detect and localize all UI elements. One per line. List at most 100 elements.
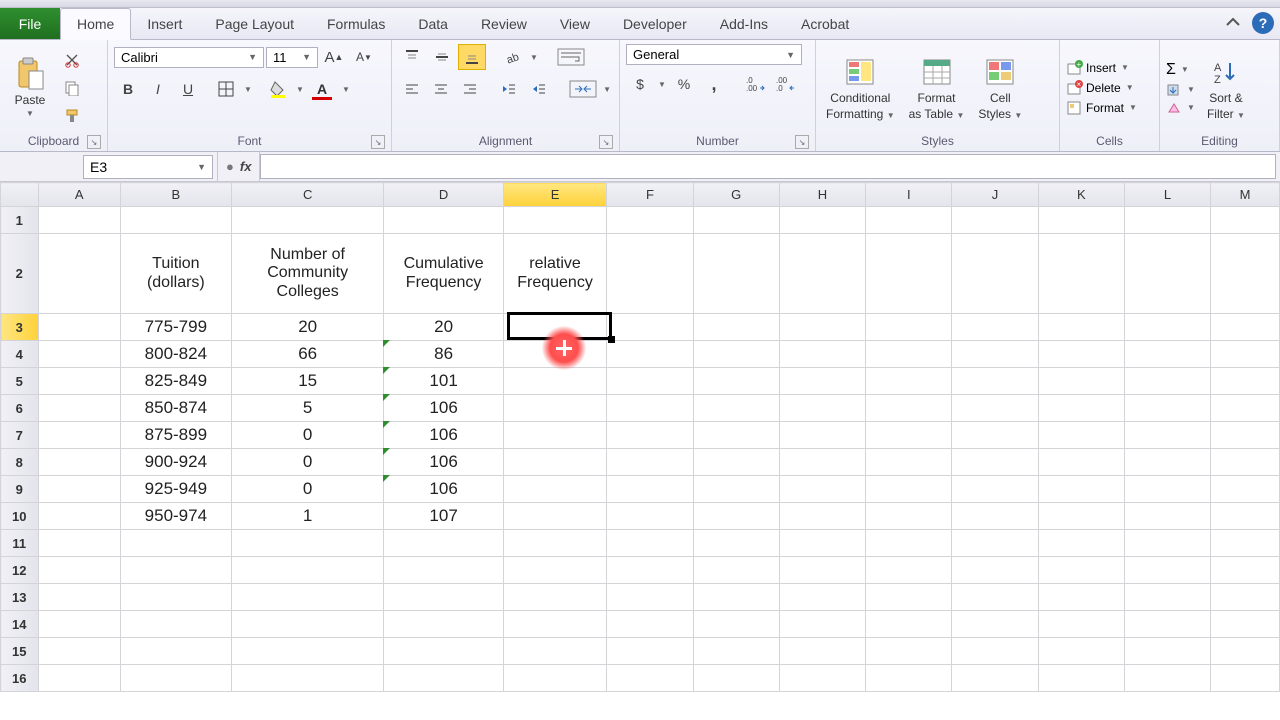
- number-format-dropdown[interactable]: General▼: [626, 44, 802, 65]
- cell-A7[interactable]: [38, 422, 120, 449]
- cell-J12[interactable]: [952, 557, 1038, 584]
- cell-B9[interactable]: 925-949: [120, 476, 231, 503]
- minimize-ribbon-icon[interactable]: [1222, 12, 1244, 34]
- tab-page-layout[interactable]: Page Layout: [199, 8, 311, 39]
- orientation-button[interactable]: ab: [498, 44, 526, 70]
- cell-A12[interactable]: [38, 557, 120, 584]
- format-painter-button[interactable]: [58, 103, 86, 129]
- cell-I12[interactable]: [866, 557, 952, 584]
- insert-cells-button[interactable]: +Insert▼: [1066, 60, 1137, 76]
- cell-I10[interactable]: [866, 503, 952, 530]
- underline-button[interactable]: U: [174, 76, 202, 102]
- alignment-launcher-icon[interactable]: ↘: [599, 135, 613, 149]
- row-header-2[interactable]: 2: [1, 234, 39, 314]
- cell-L4[interactable]: [1124, 341, 1210, 368]
- cell-J10[interactable]: [952, 503, 1038, 530]
- number-launcher-icon[interactable]: ↘: [795, 135, 809, 149]
- fill-color-button[interactable]: [264, 76, 292, 102]
- cell-J14[interactable]: [952, 611, 1038, 638]
- decrease-indent-button[interactable]: [496, 76, 523, 102]
- cell-L13[interactable]: [1124, 584, 1210, 611]
- row-header-13[interactable]: 13: [1, 584, 39, 611]
- clear-button[interactable]: ▼: [1166, 101, 1195, 115]
- cell-D6[interactable]: 106: [384, 395, 503, 422]
- column-header-B[interactable]: B: [120, 183, 231, 207]
- cell-K1[interactable]: [1038, 207, 1124, 234]
- cell-M14[interactable]: [1211, 611, 1280, 638]
- cell-G3[interactable]: [693, 314, 779, 341]
- cell-K7[interactable]: [1038, 422, 1124, 449]
- cell-L6[interactable]: [1124, 395, 1210, 422]
- format-as-table-button[interactable]: Format as Table ▼: [905, 53, 969, 123]
- cell-J5[interactable]: [952, 368, 1038, 395]
- column-header-L[interactable]: L: [1124, 183, 1210, 207]
- cell-M10[interactable]: [1211, 503, 1280, 530]
- font-name-dropdown[interactable]: Calibri▼: [114, 47, 264, 68]
- autosum-button[interactable]: Σ▼: [1166, 61, 1195, 79]
- cell-I16[interactable]: [866, 665, 952, 692]
- cell-G2[interactable]: [693, 234, 779, 314]
- font-color-dropdown-icon[interactable]: ▼: [340, 76, 352, 102]
- cell-A11[interactable]: [38, 530, 120, 557]
- cell-E12[interactable]: [503, 557, 607, 584]
- cell-D7[interactable]: 106: [384, 422, 503, 449]
- align-left-button[interactable]: [398, 76, 425, 102]
- cell-F3[interactable]: [607, 314, 693, 341]
- cell-F13[interactable]: [607, 584, 693, 611]
- cell-M16[interactable]: [1211, 665, 1280, 692]
- cell-G13[interactable]: [693, 584, 779, 611]
- increase-font-icon[interactable]: A▲: [320, 44, 348, 70]
- row-header-5[interactable]: 5: [1, 368, 39, 395]
- cell-C2[interactable]: Number of Community Colleges: [231, 234, 384, 314]
- cell-E8[interactable]: [503, 449, 607, 476]
- row-header-3[interactable]: 3: [1, 314, 39, 341]
- cell-D2[interactable]: Cumulative Frequency: [384, 234, 503, 314]
- cell-E10[interactable]: [503, 503, 607, 530]
- row-header-14[interactable]: 14: [1, 611, 39, 638]
- format-cells-button[interactable]: Format▼: [1066, 100, 1137, 116]
- cell-K6[interactable]: [1038, 395, 1124, 422]
- cell-J11[interactable]: [952, 530, 1038, 557]
- cell-F14[interactable]: [607, 611, 693, 638]
- cell-B8[interactable]: 900-924: [120, 449, 231, 476]
- select-all-corner[interactable]: [1, 183, 39, 207]
- cell-F7[interactable]: [607, 422, 693, 449]
- increase-indent-button[interactable]: [525, 76, 552, 102]
- row-header-7[interactable]: 7: [1, 422, 39, 449]
- font-size-dropdown[interactable]: 11▼: [266, 47, 318, 68]
- borders-dropdown-icon[interactable]: ▼: [242, 76, 254, 102]
- delete-cells-button[interactable]: ×Delete▼: [1066, 80, 1137, 96]
- row-header-10[interactable]: 10: [1, 503, 39, 530]
- cell-G16[interactable]: [693, 665, 779, 692]
- cell-B5[interactable]: 825-849: [120, 368, 231, 395]
- cell-G5[interactable]: [693, 368, 779, 395]
- cell-C8[interactable]: 0: [231, 449, 384, 476]
- tab-home[interactable]: Home: [60, 8, 131, 40]
- increase-decimal-button[interactable]: .0.00: [742, 71, 770, 97]
- cell-H7[interactable]: [779, 422, 865, 449]
- column-header-H[interactable]: H: [779, 183, 865, 207]
- cell-L10[interactable]: [1124, 503, 1210, 530]
- cell-F5[interactable]: [607, 368, 693, 395]
- cell-C12[interactable]: [231, 557, 384, 584]
- cell-M1[interactable]: [1211, 207, 1280, 234]
- cell-H16[interactable]: [779, 665, 865, 692]
- cell-D12[interactable]: [384, 557, 503, 584]
- cell-E1[interactable]: [503, 207, 607, 234]
- cell-D10[interactable]: 107: [384, 503, 503, 530]
- align-right-button[interactable]: [457, 76, 484, 102]
- tab-data[interactable]: Data: [402, 8, 465, 39]
- cell-A15[interactable]: [38, 638, 120, 665]
- column-header-G[interactable]: G: [693, 183, 779, 207]
- column-header-I[interactable]: I: [866, 183, 952, 207]
- cell-J3[interactable]: [952, 314, 1038, 341]
- cell-K16[interactable]: [1038, 665, 1124, 692]
- bold-button[interactable]: B: [114, 76, 142, 102]
- column-header-J[interactable]: J: [952, 183, 1038, 207]
- cell-B11[interactable]: [120, 530, 231, 557]
- cell-D9[interactable]: 106: [384, 476, 503, 503]
- cell-H11[interactable]: [779, 530, 865, 557]
- cell-K8[interactable]: [1038, 449, 1124, 476]
- cell-J16[interactable]: [952, 665, 1038, 692]
- cell-G10[interactable]: [693, 503, 779, 530]
